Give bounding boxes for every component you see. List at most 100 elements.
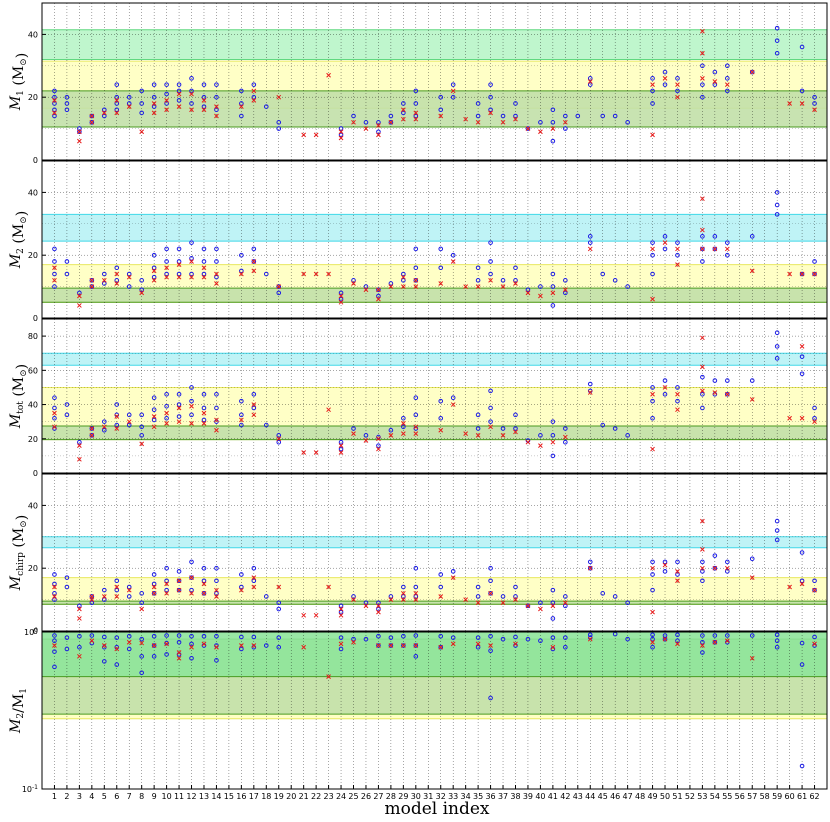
- point-blue: [151, 274, 157, 280]
- point-blue: [176, 246, 182, 252]
- point-blue: [164, 633, 169, 638]
- point-blue: [214, 591, 219, 596]
- point-blue: [799, 271, 805, 277]
- point-red: [251, 643, 257, 648]
- point-blue: [475, 426, 481, 431]
- point-blue: [201, 578, 207, 584]
- x-tick-label: 29: [398, 792, 408, 801]
- point-blue: [488, 107, 493, 113]
- point-blue: [550, 138, 556, 144]
- point-red: [164, 581, 169, 587]
- point-red: [550, 290, 556, 296]
- point-blue: [102, 113, 107, 119]
- point-blue: [675, 632, 680, 638]
- point-red: [276, 584, 282, 590]
- point-blue: [338, 646, 344, 652]
- point-red: [164, 590, 169, 596]
- point-blue: [488, 271, 493, 277]
- point-red: [338, 443, 344, 448]
- point-blue: [263, 104, 269, 109]
- point-red: [700, 28, 705, 34]
- point-red: [650, 132, 655, 138]
- point-blue: [176, 259, 182, 264]
- x-tick-label: 60: [785, 792, 795, 801]
- point-red: [675, 568, 680, 574]
- point-blue: [812, 634, 817, 640]
- point-blue: [351, 113, 356, 119]
- point-red: [52, 97, 57, 103]
- point-blue: [700, 639, 705, 645]
- point-blue: [413, 565, 419, 571]
- point-blue: [500, 636, 506, 642]
- point-blue: [89, 633, 95, 638]
- point-blue: [500, 278, 506, 283]
- x-tick-label: 23: [323, 792, 333, 801]
- point-blue: [251, 82, 257, 87]
- point-blue: [64, 101, 70, 106]
- point-blue: [500, 594, 506, 599]
- point-red: [749, 397, 755, 402]
- point-blue: [214, 565, 219, 571]
- point-red: [400, 284, 406, 289]
- point-blue: [363, 284, 369, 289]
- point-blue: [488, 388, 493, 394]
- point-blue: [550, 284, 556, 289]
- point-blue: [438, 94, 444, 100]
- point-red: [139, 129, 145, 135]
- point-blue: [712, 69, 718, 75]
- point-blue: [700, 578, 705, 584]
- point-blue: [513, 584, 518, 590]
- point-red: [114, 110, 120, 116]
- point-red: [562, 287, 568, 293]
- point-blue: [799, 640, 805, 646]
- point-blue: [774, 632, 780, 638]
- point-blue: [176, 633, 182, 638]
- point-blue: [276, 439, 282, 445]
- point-blue: [438, 398, 444, 404]
- point-blue: [189, 256, 194, 261]
- point-blue: [438, 415, 444, 421]
- point-blue: [214, 391, 219, 397]
- point-red: [700, 50, 705, 56]
- point-blue: [550, 271, 556, 277]
- point-blue: [102, 419, 107, 424]
- point-blue: [513, 426, 518, 431]
- point-red: [438, 594, 444, 599]
- point-blue: [126, 101, 132, 106]
- y-tick-label: 20: [28, 93, 38, 102]
- point-red: [413, 116, 419, 122]
- point-blue: [201, 82, 207, 87]
- point-red: [239, 417, 244, 423]
- point-blue: [139, 412, 144, 418]
- point-blue: [812, 587, 817, 593]
- point-blue: [164, 652, 169, 657]
- point-red: [176, 655, 182, 661]
- point-red: [650, 296, 655, 302]
- point-blue: [712, 553, 718, 558]
- point-blue: [338, 439, 344, 445]
- band-mchirp-1: [42, 577, 827, 605]
- point-red: [675, 641, 680, 647]
- point-red: [388, 597, 394, 602]
- point-blue: [52, 415, 57, 421]
- point-blue: [64, 635, 70, 640]
- point-blue: [239, 584, 244, 590]
- point-blue: [77, 129, 82, 135]
- point-red: [89, 277, 95, 283]
- x-tick-label: 48: [635, 792, 645, 801]
- point-red: [500, 284, 506, 289]
- point-blue: [126, 633, 132, 639]
- x-tick-label: 62: [809, 792, 819, 801]
- x-tick-label: 36: [485, 792, 495, 801]
- point-red: [251, 412, 257, 418]
- point-red: [52, 424, 57, 430]
- point-red: [513, 116, 518, 122]
- point-blue: [89, 278, 95, 283]
- point-blue: [89, 600, 95, 606]
- point-red: [450, 402, 456, 407]
- point-red: [799, 581, 805, 587]
- x-tick-label: 3: [77, 792, 82, 801]
- point-blue: [52, 597, 57, 602]
- point-blue: [700, 374, 705, 380]
- point-red: [438, 281, 444, 286]
